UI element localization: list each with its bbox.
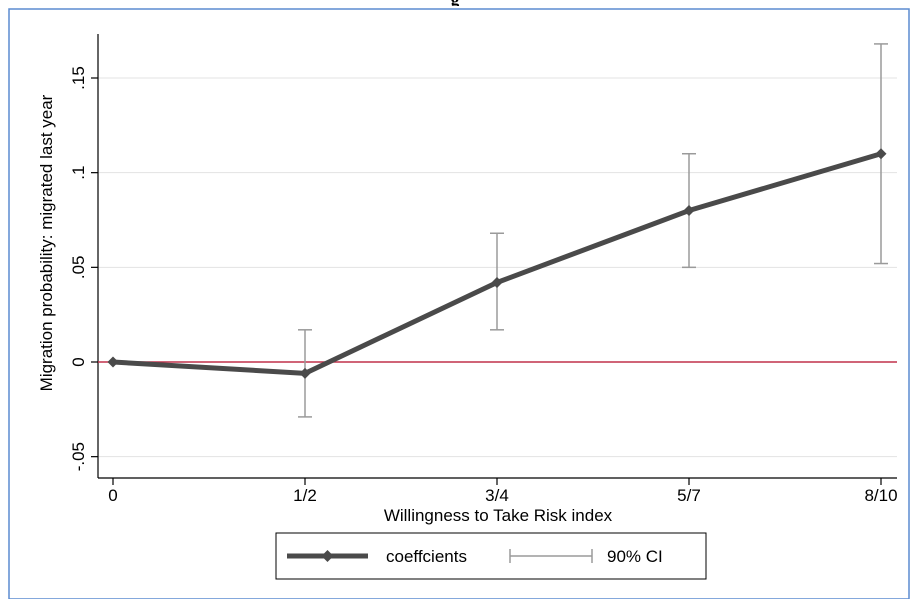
coefficient-markers [107, 148, 887, 379]
y-tick-label: .15 [69, 66, 88, 90]
x-axis-label: Willingness to Take Risk index [384, 506, 613, 525]
ci-bars [298, 43, 888, 418]
x-tick-label: 3/4 [485, 486, 509, 505]
coefficient-point [107, 356, 119, 368]
y-tick-label: 0 [69, 357, 88, 366]
page-title-fragment: g [0, 0, 910, 6]
y-tick-label: .05 [69, 256, 88, 280]
x-tick-label: 5/7 [677, 486, 701, 505]
coefficient-point [683, 205, 695, 217]
x-tick-label: 1/2 [293, 486, 317, 505]
coefficient-point [491, 276, 503, 288]
x-tick-label: 0 [108, 486, 117, 505]
y-axis-label: Migration probability: migrated last yea… [37, 94, 56, 391]
coefficient-point [875, 148, 887, 160]
outer-frame [8, 8, 910, 599]
y-axis: -.05 0 .05 .1 .15 [69, 34, 99, 478]
legend-label-coefficients: coeffcients [386, 547, 467, 566]
gridlines [98, 77, 897, 458]
y-tick-label: -.05 [69, 442, 88, 471]
x-tick-label: 8/10 [864, 486, 897, 505]
y-tick-label: .1 [69, 166, 88, 180]
coefficient-point [299, 367, 311, 379]
legend-label-ci: 90% CI [607, 547, 663, 566]
legend-marker-swatch [321, 550, 334, 562]
x-axis: 0 1/2 3/4 5/7 8/10 [98, 477, 898, 505]
legend: coeffcients 90% CI [275, 532, 707, 580]
